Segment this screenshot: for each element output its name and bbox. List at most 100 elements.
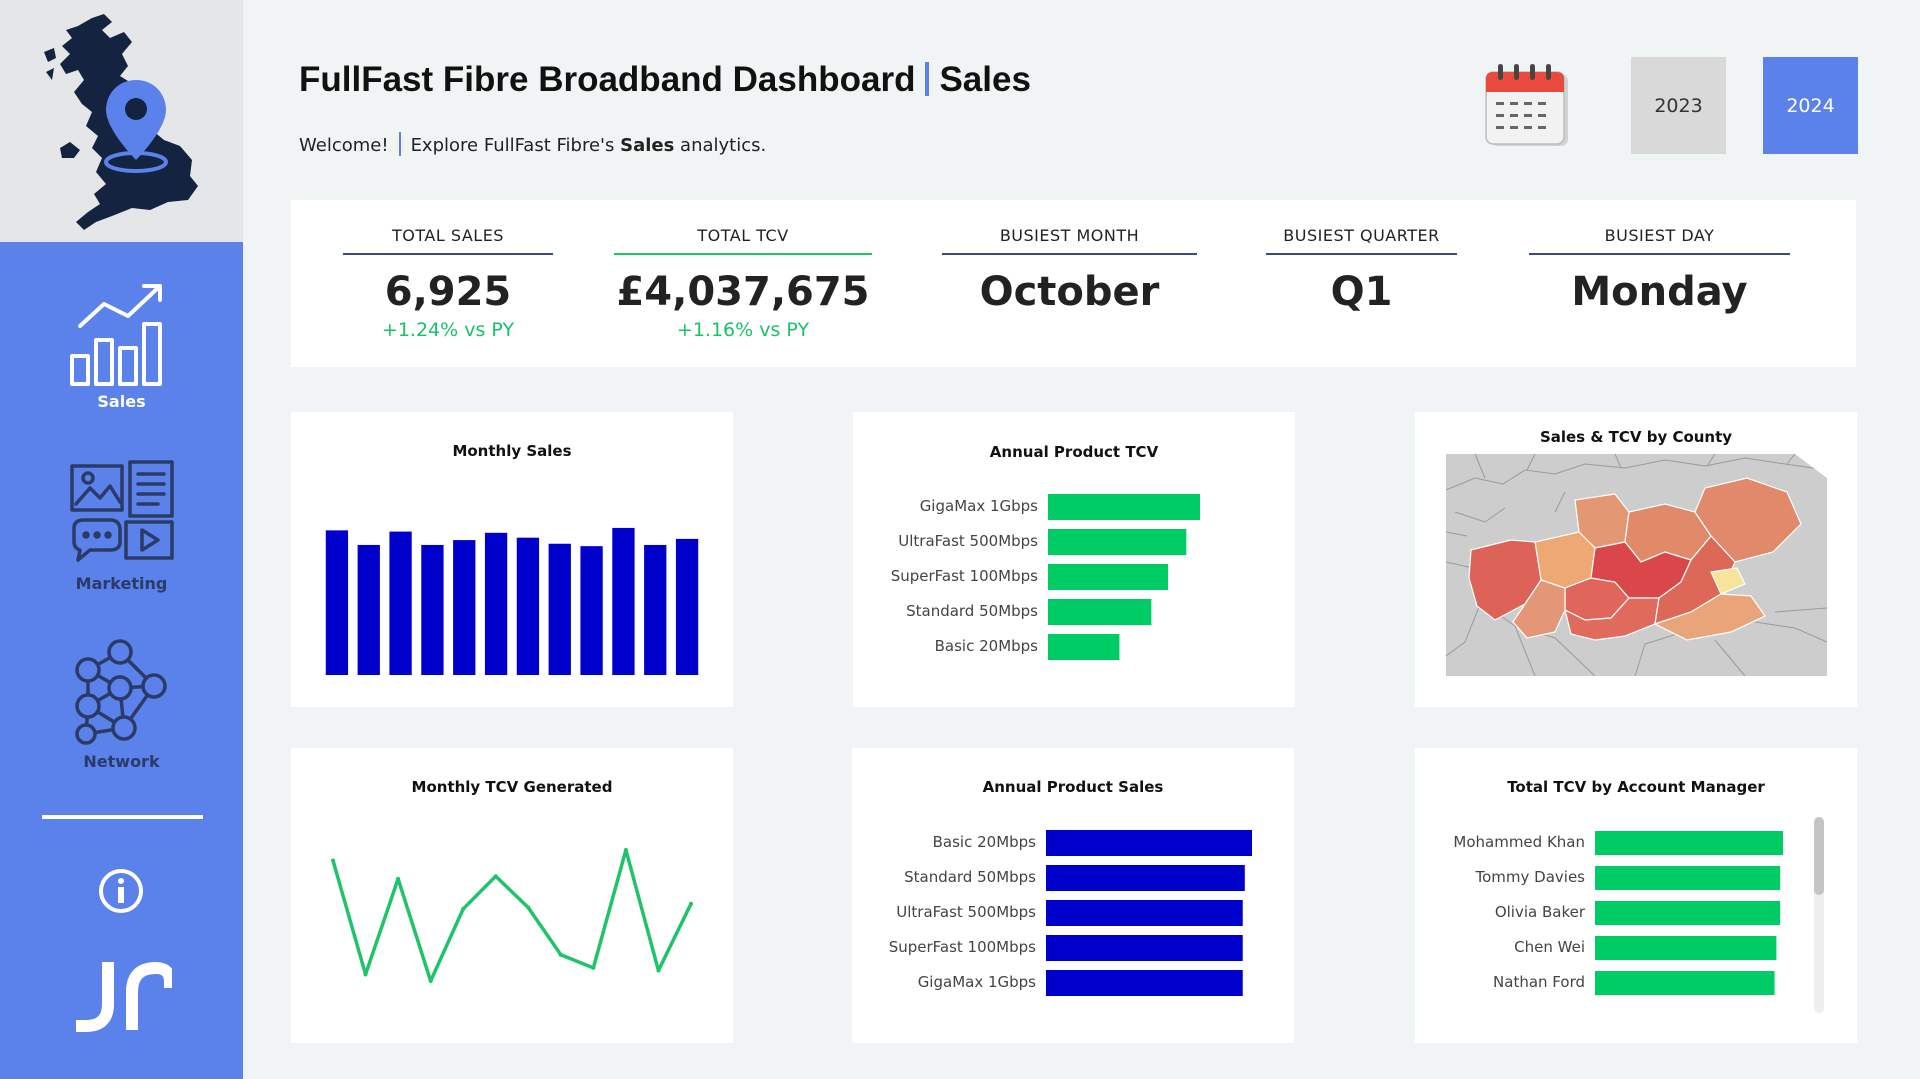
page-title: FullFast Fibre Broadband Dashboard Sales: [299, 60, 1031, 100]
kpi-busiest-month: BUSIEST MONTH October: [942, 226, 1197, 315]
chart-title: Annual Product Sales: [982, 778, 1164, 796]
bar-may[interactable]: [453, 540, 476, 675]
point-jul[interactable]: [526, 905, 531, 910]
point-dec[interactable]: [689, 901, 693, 906]
kpi-busiest-quarter: BUSIEST QUARTER Q1: [1266, 226, 1457, 315]
bar-sep[interactable]: [580, 546, 603, 675]
monthly-sales-chart: [325, 527, 699, 675]
bar-category-label: Olivia Baker: [1494, 903, 1585, 921]
bar-category-label: Nathan Ford: [1493, 973, 1585, 991]
annual-product-sales-chart: [1046, 830, 1252, 996]
subtitle-divider: [398, 132, 401, 156]
bar-category-label: UltraFast 500Mbps: [898, 532, 1038, 550]
bar-aug[interactable]: [548, 543, 571, 675]
chart-title: Total TCV by Account Manager: [1507, 778, 1765, 796]
county-choropleth-map[interactable]: [1415, 412, 1857, 707]
bar-standard-50mbps[interactable]: [1048, 599, 1152, 625]
annual-product-sales-card: Annual Product Sales Basic 20Mbps Standar…: [852, 748, 1294, 1043]
kpi-value: Monday: [1571, 269, 1748, 315]
brand-logo: [72, 958, 176, 1037]
bar-ultrafast-500mbps[interactable]: [1048, 529, 1187, 555]
bar-tommy-davies[interactable]: [1595, 866, 1781, 890]
page-title-section: Sales: [939, 60, 1031, 99]
bar-mohammed-khan[interactable]: [1595, 831, 1783, 855]
bar-mar[interactable]: [389, 531, 412, 675]
kpi-label: BUSIEST QUARTER: [1283, 226, 1440, 245]
bar-jul[interactable]: [516, 537, 540, 675]
sidebar-item-marketing[interactable]: Marketing: [0, 458, 243, 593]
kpi-busiest-day: BUSIEST DAY Monday: [1529, 226, 1790, 315]
sidebar-item-label: Marketing: [75, 574, 168, 593]
bar-basic-20mbps[interactable]: [1046, 830, 1252, 856]
point-sep[interactable]: [591, 965, 596, 970]
bar-category-label: Basic 20Mbps: [934, 637, 1038, 655]
bar-superfast-100mbps[interactable]: [1048, 564, 1169, 590]
bar-gigamax-1gbps[interactable]: [1046, 970, 1243, 996]
sidebar: Sales Marketing: [0, 0, 243, 1079]
bar-standard-50mbps[interactable]: [1046, 865, 1245, 891]
point-mar[interactable]: [396, 876, 401, 881]
kpi-total-sales: TOTAL SALES 6,925 +1.24% vs PY: [343, 226, 553, 341]
bar-category-label: Basic 20Mbps: [932, 833, 1036, 851]
tcv-series-line[interactable]: [331, 848, 693, 983]
bar-oct[interactable]: [612, 527, 635, 675]
bar-apr[interactable]: [421, 544, 444, 675]
sidebar-item-label: Network: [83, 752, 160, 771]
bar-ultrafast-500mbps[interactable]: [1046, 900, 1243, 926]
bar-dec[interactable]: [675, 538, 699, 675]
point-nov[interactable]: [656, 968, 661, 973]
sidebar-divider: [42, 815, 203, 819]
explore-highlight: Sales: [620, 135, 675, 156]
kpi-label: BUSIEST MONTH: [999, 226, 1140, 245]
point-jun[interactable]: [493, 874, 498, 879]
bar-chen-wei[interactable]: [1595, 936, 1777, 960]
kpi-value: October: [979, 269, 1160, 315]
kpi-label: TOTAL SALES: [392, 226, 504, 245]
bar-category-label: Tommy Davies: [1475, 868, 1586, 886]
point-apr[interactable]: [428, 979, 433, 983]
monthly-sales-card: Monthly Sales: [291, 412, 733, 707]
sidebar-item-network[interactable]: Network: [0, 636, 243, 771]
welcome-text: Welcome!: [299, 135, 389, 156]
explore-suffix: analytics.: [680, 135, 767, 156]
account-manager-scrollbar[interactable]: [1814, 817, 1824, 1013]
scrollbar-thumb[interactable]: [1814, 817, 1824, 895]
bar-jan[interactable]: [325, 530, 349, 675]
point-jan[interactable]: [331, 858, 335, 863]
point-may[interactable]: [461, 906, 466, 911]
bar-olivia-baker[interactable]: [1595, 901, 1781, 925]
bar-superfast-100mbps[interactable]: [1046, 935, 1243, 961]
point-oct[interactable]: [623, 848, 628, 852]
bar-jun[interactable]: [484, 532, 508, 675]
bar-nathan-ford[interactable]: [1595, 971, 1775, 995]
sidebar-item-sales[interactable]: Sales: [0, 278, 243, 411]
bar-category-label: GigaMax 1Gbps: [917, 973, 1036, 991]
bar-category-label: Mohammed Khan: [1453, 833, 1585, 851]
bar-feb[interactable]: [357, 544, 380, 675]
bar-nov[interactable]: [644, 544, 667, 675]
explore-text: Explore FullFast Fibre's: [410, 135, 615, 156]
page-subtitle: Welcome! Explore FullFast Fibre's Sales a…: [299, 132, 766, 156]
bar-category-label: UltraFast 500Mbps: [896, 903, 1036, 921]
point-aug[interactable]: [558, 952, 563, 957]
account-manager-tcv-chart: [1595, 831, 1783, 995]
year-2023-button[interactable]: 2023: [1631, 57, 1726, 154]
kpi-value: Q1: [1330, 269, 1393, 315]
page-title-main: FullFast Fibre Broadband Dashboard: [299, 60, 916, 99]
kpi-underline: [614, 253, 872, 255]
kpi-underline: [942, 253, 1197, 255]
calendar-icon: [1484, 62, 1574, 154]
monthly-tcv-chart: [331, 848, 693, 983]
title-divider: [925, 62, 930, 96]
media-content-icon: [69, 460, 174, 562]
info-icon: [99, 869, 143, 913]
bar-category-label: Chen Wei: [1514, 938, 1585, 956]
uk-map-pin-icon: [44, 14, 198, 230]
info-button[interactable]: [98, 868, 144, 918]
point-feb[interactable]: [363, 972, 368, 977]
year-2024-button[interactable]: 2024: [1763, 57, 1858, 154]
growth-chart-icon: [69, 284, 162, 386]
kpi-delta: +1.16% vs PY: [676, 319, 810, 341]
bar-basic-20mbps[interactable]: [1048, 634, 1120, 660]
bar-gigamax-1gbps[interactable]: [1048, 494, 1200, 520]
